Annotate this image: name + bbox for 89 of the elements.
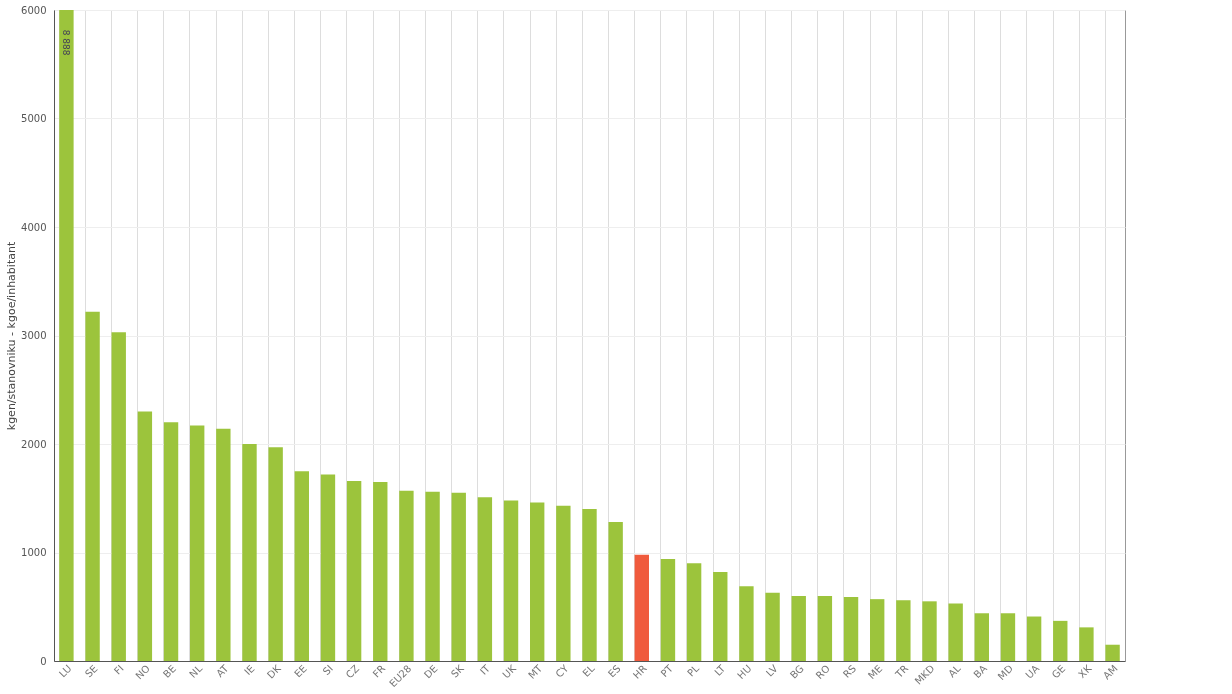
x-tick-label: HR	[630, 662, 649, 681]
bar	[268, 447, 283, 661]
x-tick-label: XK	[1076, 662, 1094, 681]
bar	[713, 572, 728, 661]
y-axis-title: kgen/stanovniku - kgoe/inhabitant	[5, 241, 19, 431]
y-tick-label: 5000	[21, 113, 47, 124]
x-tick-label: IT	[477, 662, 493, 677]
bar	[765, 592, 780, 661]
bar	[634, 554, 649, 661]
x-tick-label: CY	[553, 662, 572, 680]
x-tick-label: RO	[813, 662, 833, 682]
bar	[530, 502, 545, 661]
x-tick-label: FI	[111, 662, 126, 677]
bar	[425, 491, 440, 661]
bar	[320, 474, 336, 661]
bar	[503, 500, 519, 661]
x-tick-label: PT	[658, 662, 676, 680]
x-tick-label: CZ	[343, 662, 362, 681]
bar	[843, 596, 859, 661]
x-tick-label: AT	[214, 662, 232, 680]
y-tick-label: 1000	[21, 547, 47, 558]
x-tick-label: SE	[82, 662, 100, 680]
x-tick-label: RS	[840, 662, 859, 680]
x-tick-label: SK	[448, 662, 467, 680]
bar	[817, 595, 833, 661]
x-tick-label: HU	[735, 662, 754, 682]
y-tick-label: 6000	[21, 4, 47, 16]
x-tick-label: GE	[1049, 662, 1068, 681]
bar	[1053, 620, 1068, 661]
x-tick-label: BG	[787, 662, 806, 681]
bar	[582, 509, 597, 661]
bar	[870, 599, 885, 661]
x-tick-label: BE	[161, 662, 179, 680]
bar	[1079, 627, 1094, 661]
x-tick-label: ES	[605, 662, 623, 680]
bar	[111, 332, 126, 661]
bar	[1026, 616, 1042, 661]
bar	[163, 422, 179, 661]
bar	[346, 480, 362, 661]
bar	[556, 505, 571, 661]
x-tick-label: DK	[264, 662, 284, 681]
bar	[477, 497, 493, 661]
bar	[373, 481, 388, 661]
bar	[974, 613, 989, 661]
x-tick-label: LV	[763, 662, 780, 679]
x-tick-label: NO	[133, 662, 153, 682]
x-tick-label: SI	[320, 662, 336, 678]
annotation: 8 888	[61, 29, 72, 56]
y-tick-label: 3000	[21, 330, 47, 341]
x-tick-label: NL	[187, 662, 205, 680]
x-tick-label: TR	[892, 662, 911, 681]
x-tick-label: EE	[292, 662, 309, 680]
x-tick-label: AM	[1100, 662, 1120, 682]
bar	[896, 600, 911, 661]
bar	[1000, 613, 1016, 661]
x-tick-label: EL	[580, 662, 597, 679]
x-tick-label: BA	[971, 662, 989, 681]
bar	[451, 492, 466, 661]
bar	[294, 471, 309, 661]
bar	[1105, 644, 1120, 661]
x-tick-label: MT	[526, 662, 545, 681]
x-tick-label: MD	[995, 662, 1016, 683]
x-tick-label: LT	[712, 662, 728, 678]
bar	[242, 444, 257, 661]
x-tick-label: UA	[1023, 662, 1042, 681]
bar	[922, 601, 937, 661]
bar	[686, 563, 702, 661]
bar	[216, 428, 231, 661]
bar	[660, 559, 676, 661]
bar	[85, 311, 100, 661]
bar	[739, 586, 754, 661]
bar	[190, 425, 205, 661]
y-tick-label: 0	[40, 655, 47, 667]
bar	[399, 490, 414, 661]
x-tick-label: LU	[56, 662, 74, 680]
x-tick-label: AL	[946, 662, 964, 680]
bar	[608, 522, 623, 661]
bar	[137, 411, 153, 661]
x-tick-label: IE	[242, 662, 257, 678]
bar	[948, 603, 963, 661]
x-tick-label: UK	[500, 662, 519, 681]
x-tick-label: ME	[865, 662, 885, 682]
y-tick-label: 2000	[21, 438, 47, 450]
x-tick-label: DE	[421, 662, 440, 681]
bar	[59, 10, 74, 661]
y-tick-label: 4000	[21, 221, 47, 233]
x-tick-label: FR	[370, 662, 388, 680]
x-tick-label: PL	[685, 662, 702, 679]
bar	[791, 595, 806, 661]
